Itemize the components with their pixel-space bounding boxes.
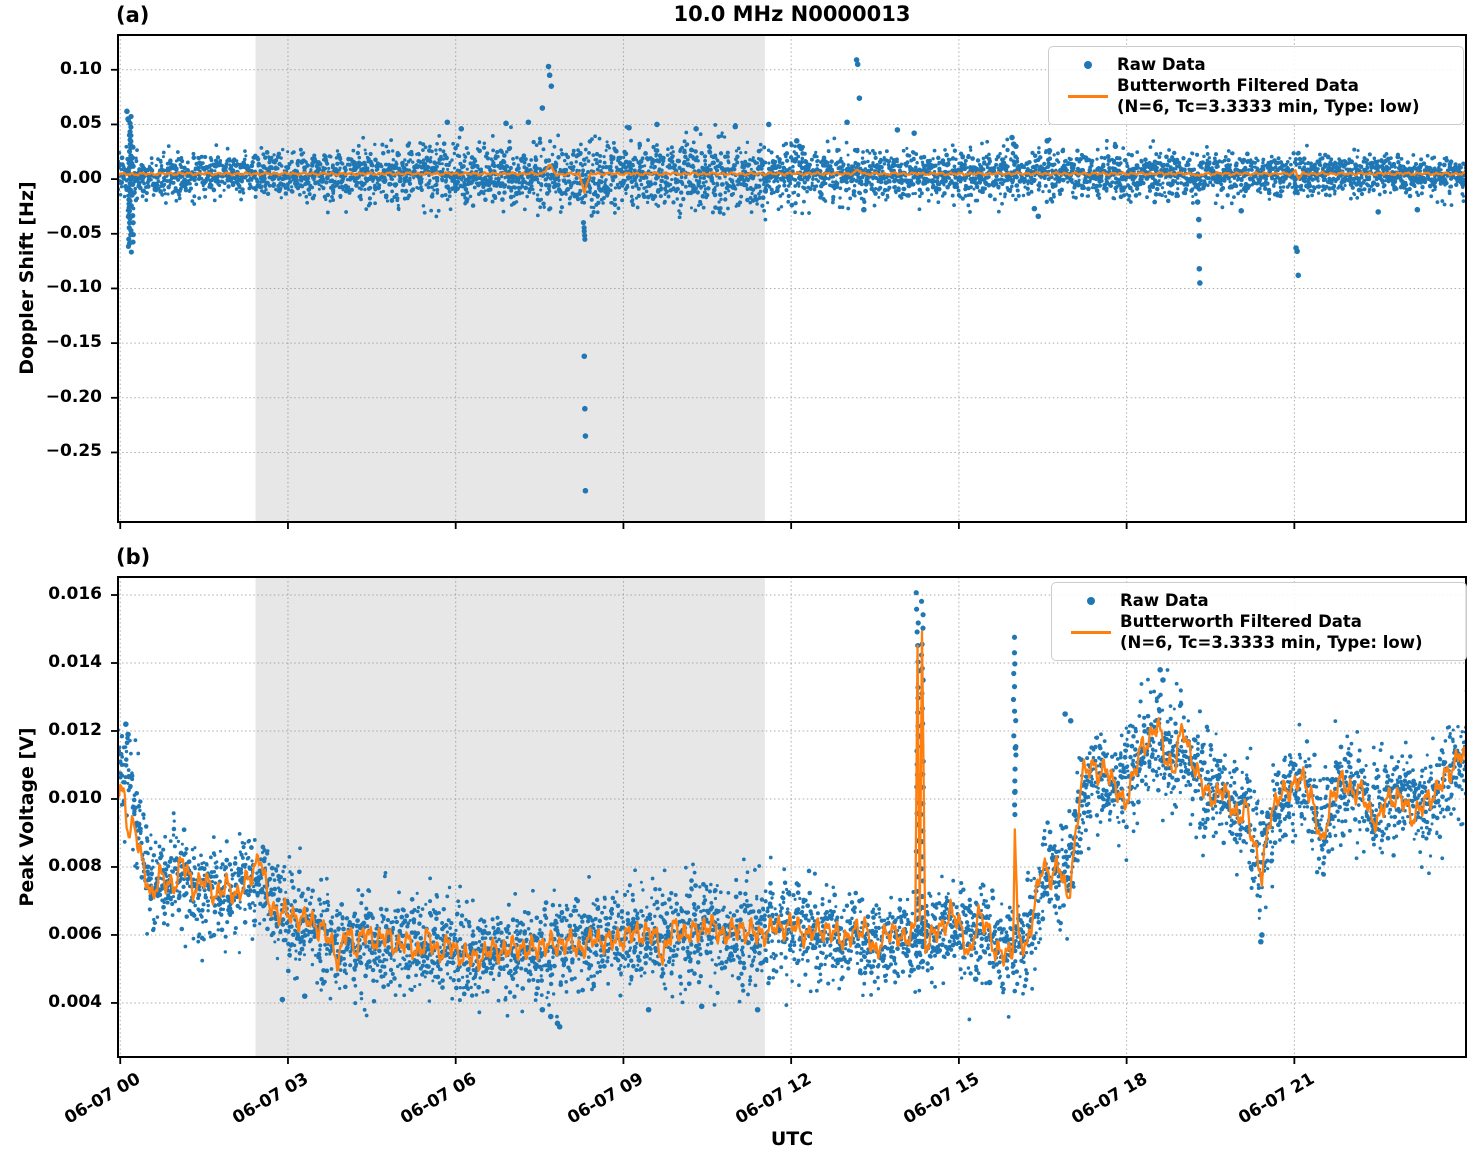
panel-a-tag: (a) bbox=[116, 3, 150, 27]
legend-filtered-label: Butterworth Filtered Data (N=6, Tc=3.3333… bbox=[1120, 612, 1423, 653]
y-tick-label: 0.016 bbox=[48, 584, 102, 605]
y-tick-label: 0.10 bbox=[60, 58, 102, 79]
raw-data-marker-icon bbox=[1062, 590, 1120, 605]
legend-entry-raw: Raw Data bbox=[1059, 54, 1451, 75]
y-axis-label-b: Peak Voltage [V] bbox=[16, 727, 38, 907]
legend-a: Raw Data Butterworth Filtered Data (N=6, … bbox=[1048, 46, 1464, 126]
legend-b: Raw Data Butterworth Filtered Data (N=6, … bbox=[1051, 582, 1467, 662]
y-tick-label: 0.05 bbox=[60, 113, 102, 134]
y-tick-label: −0.15 bbox=[45, 332, 102, 353]
filtered-line-swatch-icon bbox=[1059, 75, 1117, 99]
y-tick-label: 0.008 bbox=[48, 855, 102, 876]
figure-title: 10.0 MHz N0000013 bbox=[673, 2, 911, 26]
y-tick-label: −0.25 bbox=[45, 441, 102, 462]
y-tick-label: −0.05 bbox=[45, 222, 102, 243]
legend-entry-filtered: Butterworth Filtered Data (N=6, Tc=3.3333… bbox=[1062, 611, 1454, 653]
y-tick-label: 0.006 bbox=[48, 923, 102, 944]
y-tick-label: 0.00 bbox=[60, 168, 102, 189]
raw-data-marker-icon bbox=[1059, 54, 1117, 69]
y-tick-label: −0.10 bbox=[45, 277, 102, 298]
y-tick-label: 0.012 bbox=[48, 719, 102, 740]
y-tick-label: −0.20 bbox=[45, 386, 102, 407]
legend-entry-raw: Raw Data bbox=[1062, 590, 1454, 611]
panel-b-tag: (b) bbox=[116, 545, 151, 569]
legend-entry-filtered: Butterworth Filtered Data (N=6, Tc=3.3333… bbox=[1059, 75, 1451, 117]
x-axis-label: UTC bbox=[770, 1128, 814, 1150]
filtered-line-swatch-icon bbox=[1062, 611, 1120, 635]
y-tick-label: 0.010 bbox=[48, 787, 102, 808]
y-tick-label: 0.004 bbox=[48, 991, 102, 1012]
legend-raw-label: Raw Data bbox=[1117, 55, 1206, 74]
y-tick-label: 0.014 bbox=[48, 652, 102, 672]
legend-filtered-label: Butterworth Filtered Data (N=6, Tc=3.3333… bbox=[1117, 76, 1420, 117]
legend-raw-label: Raw Data bbox=[1120, 591, 1209, 610]
